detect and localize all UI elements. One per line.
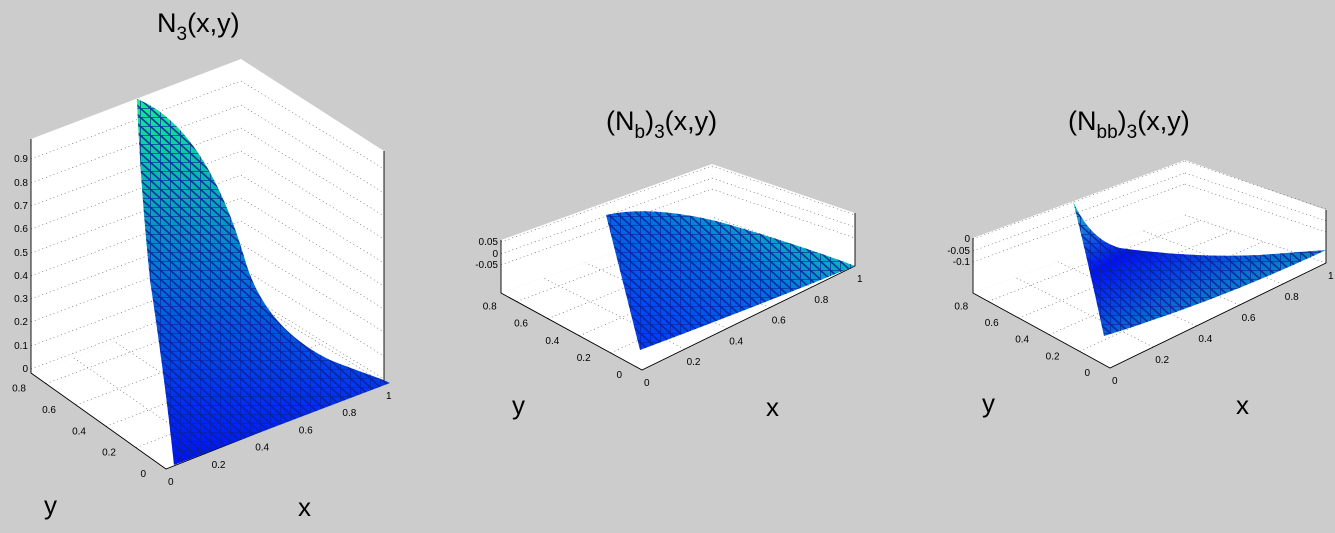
plot-1-ytick-label: 0.4	[72, 426, 86, 437]
plot-3-xlabel: x	[1236, 390, 1249, 420]
plot-1-ztick-label: 0.4	[14, 271, 28, 282]
plot-1-ztick-label: 0	[22, 364, 28, 375]
plot-2-surface-mesh	[606, 211, 855, 350]
plot-3-ytick-label: 0	[1084, 368, 1090, 379]
plot-1-xtick-label: 0.4	[255, 443, 269, 454]
plot-2-side-pane	[712, 164, 855, 266]
plot-1-frame	[30, 139, 385, 470]
plot-2-xtick-label: 0.2	[687, 357, 701, 368]
plot-1-xtick-label: 0.2	[212, 460, 226, 471]
plot-1-ylabel: y	[44, 490, 57, 520]
plot-2-ytick-label: 0.2	[577, 353, 591, 364]
plot-1-ztick-label: 0.9	[14, 154, 28, 165]
plot-2-xtick-label: 0.8	[814, 295, 828, 306]
plot-1-xlabel: x	[298, 492, 311, 522]
plot-3-xtick-label: 0.4	[1198, 334, 1212, 345]
plot-2-frame	[500, 213, 856, 371]
plot-2-ytick-label: 0	[616, 370, 622, 381]
plot-2-title: (Nb)3(x,y)	[606, 106, 717, 143]
plot-2-ytick-label: 0.6	[514, 319, 528, 330]
plot-2-ytick-label: 0.8	[483, 302, 497, 313]
plot-1-xtick-label: 0.6	[299, 425, 313, 436]
plot-1-title: N3(x,y)	[157, 8, 240, 45]
plot-2-xlabel: x	[766, 392, 779, 422]
plot-1-ztick-label: 0.3	[14, 294, 28, 305]
plot-1-xtick-label: 0.8	[342, 408, 356, 419]
plot-3-back-pane	[973, 160, 1185, 293]
plot-1-ztick-label: 0.7	[14, 201, 28, 212]
plot-1: 0 0.2 0.4 0.6 0.8 1 0 0.2 0.4 0.6 0.8 0 0.1 0.2 0.3 0.4…	[12, 8, 392, 522]
plot-2-ytick-label: 0.4	[545, 336, 559, 347]
plot-2-ztick-label: 0	[492, 249, 498, 260]
plot-2-xtick-label: 1	[857, 274, 863, 285]
plot-3-xtick-label: 0.2	[1155, 355, 1169, 366]
plot-1-ztick-label: 0.8	[14, 178, 28, 189]
plot-1-side-pane	[241, 59, 384, 383]
plot-3-xtick-label: 0.6	[1242, 313, 1256, 324]
plot-3-xtick-label: 1	[1328, 271, 1334, 282]
plot-3-surface-mesh	[1073, 201, 1326, 336]
plot-1-ytick-label: 0.2	[102, 448, 116, 459]
plot-1-ztick-label: 0.2	[14, 317, 28, 328]
plot-3-ztick-label: 0	[964, 234, 970, 245]
plot-2-xtick-label: 0.6	[772, 316, 786, 327]
plot-2-ztick-label: -0.05	[475, 260, 498, 271]
plot-1-xtick-label: 1	[386, 391, 392, 402]
plot-3-ytick-label: 0.4	[1015, 335, 1029, 346]
plot-3-title: (Nbb)3(x,y)	[1068, 106, 1190, 143]
plot-3-side-pane	[1185, 160, 1326, 263]
plot-1-ztick-label: 0.1	[14, 341, 28, 352]
plot-3-ylabel: y	[982, 388, 995, 418]
plot-1-ztick-label: 0.5	[14, 248, 28, 259]
plot-2-xtick-label: 0.4	[729, 336, 743, 347]
plot-3-frame	[972, 210, 1327, 369]
plot-3-xtick-label: 0	[1112, 376, 1118, 387]
plot-2-xtick-label: 0	[644, 378, 650, 389]
plot-1-xtick-label: 0	[168, 477, 174, 488]
plot-2-back-pane	[501, 164, 712, 293]
plot-1-ztick-label: 0.6	[14, 224, 28, 235]
plot-2-ztick-label: 0.05	[479, 237, 499, 248]
plot-3-ztick-label: -0.05	[947, 246, 970, 257]
plot-1-ytick-label: 0	[140, 469, 146, 480]
plot-3-ytick-label: 0.6	[985, 318, 999, 329]
plot-3-ytick-label: 0.2	[1046, 351, 1060, 362]
plot-2-ylabel: y	[512, 390, 525, 420]
plot-1-surface-mesh	[137, 99, 390, 465]
plot-1-ytick-label: 0.8	[12, 384, 26, 395]
plot-1-ytick-label: 0.6	[42, 405, 56, 416]
plot-3-xtick-label: 0.8	[1285, 292, 1299, 303]
plot-3-ztick-label: -0.1	[953, 257, 971, 268]
plot-1-ticks: 0 0.2 0.4 0.6 0.8 1 0 0.2 0.4 0.6 0.8 0 0.1 0.2 0.3 0.4…	[12, 154, 392, 488]
plot-3-ytick-label: 0.8	[954, 301, 968, 312]
